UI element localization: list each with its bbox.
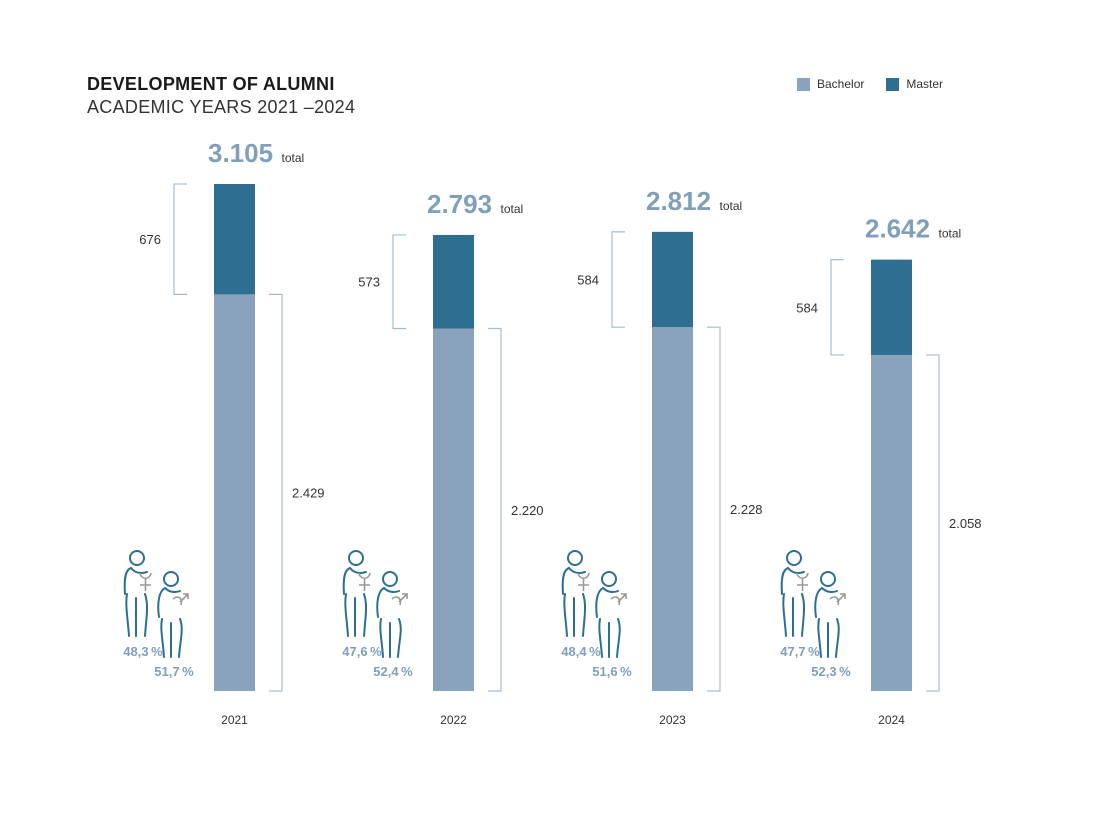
bar-bachelor-2022 bbox=[433, 328, 474, 691]
total-value-2022: 2.793 bbox=[427, 189, 492, 219]
legend-item-bachelor: Bachelor bbox=[797, 77, 864, 91]
male-pct-2022: 52,4 % bbox=[373, 664, 413, 679]
male-icon-2023 bbox=[595, 571, 621, 658]
bracket-bachelor-2024 bbox=[926, 354, 940, 692]
chart-subtitle: ACADEMIC YEARS 2021 –2024 bbox=[87, 97, 356, 117]
total-value-2024: 2.642 bbox=[865, 214, 930, 244]
bracket-bachelor-2022 bbox=[488, 327, 502, 692]
bracket-master-2024 bbox=[830, 259, 844, 356]
label-bachelor-2021: 2.429 bbox=[292, 486, 325, 501]
bar-master-2024 bbox=[871, 259, 912, 355]
x-tick-2022: 2022 bbox=[440, 713, 467, 727]
female-pct-2024: 47,7 % bbox=[780, 644, 820, 659]
label-master-2022: 573 bbox=[358, 275, 380, 290]
bar-bachelor-2024 bbox=[871, 354, 912, 691]
total-suffix-2021: total bbox=[282, 151, 305, 165]
male-icon-2024 bbox=[814, 571, 840, 658]
total-suffix-2022: total bbox=[501, 202, 524, 216]
bracket-bachelor-2021 bbox=[269, 293, 283, 692]
label-master-2024: 584 bbox=[796, 300, 818, 315]
x-tick-2024: 2024 bbox=[878, 713, 905, 727]
female-icon-2024 bbox=[780, 550, 806, 637]
bar-bachelor-2023 bbox=[652, 327, 693, 691]
venus-symbol-icon-2023 bbox=[577, 572, 590, 591]
male-icon-2022 bbox=[376, 571, 402, 658]
legend-item-master: Master bbox=[886, 77, 943, 91]
legend: Bachelor Master bbox=[797, 77, 943, 91]
mars-symbol-icon-2023 bbox=[610, 593, 627, 606]
bracket-master-2022 bbox=[392, 234, 406, 330]
total-value-2021: 3.105 bbox=[208, 138, 273, 168]
female-pct-2022: 47,6 % bbox=[342, 644, 382, 659]
bracket-master-2021 bbox=[173, 183, 187, 295]
mars-symbol-icon-2022 bbox=[391, 593, 408, 606]
total-suffix-2023: total bbox=[720, 199, 743, 213]
bar-bachelor-2021 bbox=[214, 294, 255, 691]
label-bachelor-2024: 2.058 bbox=[949, 516, 982, 531]
bracket-bachelor-2023 bbox=[707, 326, 721, 692]
mars-symbol-icon-2021 bbox=[172, 593, 189, 606]
legend-label-master: Master bbox=[906, 77, 944, 91]
legend-swatch-master bbox=[886, 77, 900, 91]
total-value-2023: 2.812 bbox=[646, 186, 711, 216]
label-master-2023: 584 bbox=[577, 273, 599, 288]
male-icon-2021 bbox=[157, 571, 183, 658]
label-master-2021: 676 bbox=[139, 232, 161, 247]
label-bachelor-2022: 2.220 bbox=[511, 503, 544, 518]
venus-symbol-icon-2024 bbox=[796, 572, 809, 591]
male-pct-2021: 51,7 % bbox=[154, 664, 194, 679]
x-tick-2023: 2023 bbox=[659, 713, 686, 727]
female-pct-2021: 48,3 % bbox=[123, 644, 163, 659]
male-pct-2024: 52,3 % bbox=[811, 664, 851, 679]
male-pct-2023: 51,6 % bbox=[592, 664, 632, 679]
female-icon-2023 bbox=[561, 550, 587, 637]
bracket-master-2023 bbox=[611, 231, 625, 328]
bar-master-2021 bbox=[214, 184, 255, 295]
bar-master-2023 bbox=[652, 231, 693, 328]
mars-symbol-icon-2024 bbox=[829, 593, 846, 606]
x-tick-2021: 2021 bbox=[221, 713, 248, 727]
venus-symbol-icon-2021 bbox=[139, 572, 152, 591]
label-bachelor-2023: 2.228 bbox=[730, 502, 763, 517]
legend-label-bachelor: Bachelor bbox=[817, 77, 865, 91]
female-icon-2022 bbox=[342, 550, 368, 637]
female-icon-2021 bbox=[123, 550, 149, 637]
female-pct-2023: 48,4 % bbox=[561, 644, 601, 659]
chart-title: DEVELOPMENT OF ALUMNI bbox=[87, 74, 335, 94]
legend-swatch-bachelor bbox=[797, 77, 810, 91]
total-suffix-2024: total bbox=[939, 227, 962, 241]
bar-master-2022 bbox=[433, 234, 474, 329]
venus-symbol-icon-2022 bbox=[358, 572, 371, 591]
